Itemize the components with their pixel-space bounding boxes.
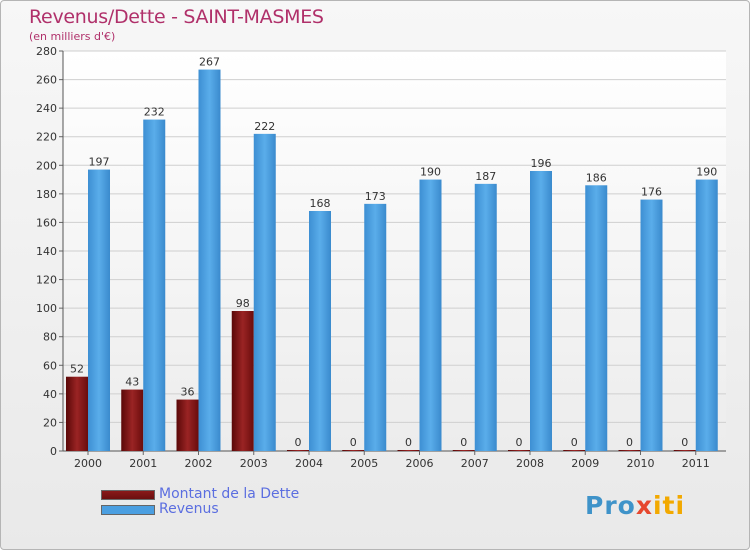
bar-revenus: [419, 179, 442, 452]
legend-swatch-dette: [101, 489, 155, 500]
legend: Montant de la Dette Revenus: [101, 487, 299, 517]
chart-title: Revenus/Dette - SAINT-MASMES: [29, 6, 324, 28]
data-label-dette: 36: [181, 386, 195, 399]
proxiti-logo: Proxiti: [585, 491, 686, 520]
data-label-revenus: 222: [254, 120, 275, 133]
data-label-dette: 0: [571, 436, 578, 449]
x-tick-label: 2005: [350, 457, 378, 470]
x-tick-label: 2003: [240, 457, 268, 470]
x-tick-label: 2000: [74, 457, 102, 470]
legend-swatch-revenus: [101, 504, 155, 515]
y-tick-label: 20: [43, 416, 57, 429]
y-tick-label: 160: [36, 216, 57, 229]
chart-subtitle: (en milliers d'€): [29, 30, 116, 43]
y-tick-label: 80: [43, 331, 57, 344]
data-label-revenus: 196: [531, 157, 552, 170]
bar-revenus: [530, 171, 552, 451]
data-label-revenus: 176: [641, 186, 662, 199]
x-tick-label: 2001: [129, 457, 157, 470]
bar-dette: [66, 376, 88, 451]
y-tick-label: 280: [36, 45, 57, 58]
data-label-revenus: 232: [144, 106, 165, 119]
data-label-revenus: 190: [696, 166, 717, 179]
data-label-dette: 0: [681, 436, 688, 449]
data-label-revenus: 190: [420, 166, 441, 179]
bar-dette: [397, 450, 420, 451]
y-tick-label: 180: [36, 188, 57, 201]
data-label-dette: 0: [460, 436, 467, 449]
bar-dette: [673, 450, 696, 451]
bar-dette: [342, 450, 365, 451]
data-label-dette: 0: [516, 436, 523, 449]
y-tick-label: 60: [43, 359, 57, 372]
bar-revenus: [585, 185, 608, 452]
bar-revenus: [309, 211, 331, 451]
x-tick-label: 2009: [571, 457, 599, 470]
x-tick-label: 2011: [682, 457, 710, 470]
legend-label-revenus: Revenus: [159, 501, 219, 517]
bar-dette: [452, 450, 475, 451]
y-tick-label: 220: [36, 131, 57, 144]
x-tick-label: 2002: [185, 457, 213, 470]
y-tick-label: 140: [36, 245, 57, 258]
data-label-revenus: 187: [475, 170, 496, 183]
y-tick-label: 40: [43, 388, 57, 401]
bar-dette: [231, 311, 254, 451]
bar-revenus: [640, 199, 663, 451]
data-label-revenus: 186: [586, 171, 607, 184]
x-tick-label: 2007: [461, 457, 489, 470]
y-tick-label: 200: [36, 159, 57, 172]
data-label-revenus: 197: [89, 156, 110, 169]
bar-revenus: [143, 119, 166, 452]
data-label-revenus: 173: [365, 190, 386, 203]
bar-revenus: [253, 133, 276, 451]
data-label-dette: 0: [405, 436, 412, 449]
y-tick-label: 240: [36, 102, 57, 115]
bar-dette: [121, 389, 144, 451]
y-tick-label: 120: [36, 274, 57, 287]
data-label-dette: 43: [125, 376, 139, 389]
data-label-dette: 98: [236, 297, 250, 310]
data-label-dette: 0: [626, 436, 633, 449]
data-label-revenus: 267: [199, 56, 220, 69]
bar-revenus: [88, 169, 110, 452]
bar-dette: [176, 399, 199, 451]
bar-dette: [618, 450, 641, 451]
data-label-dette: 0: [350, 436, 357, 449]
bar-dette: [563, 450, 586, 451]
data-label-dette: 52: [70, 363, 84, 376]
x-tick-label: 2010: [627, 457, 655, 470]
data-label-dette: 0: [295, 436, 302, 449]
x-tick-label: 2004: [295, 457, 323, 470]
legend-item-revenus: Revenus: [101, 502, 299, 517]
x-tick-label: 2008: [516, 457, 544, 470]
data-label-revenus: 168: [310, 197, 331, 210]
bar-dette: [508, 450, 530, 451]
bar-revenus: [198, 69, 221, 452]
y-tick-label: 100: [36, 302, 57, 315]
y-tick-label: 0: [50, 445, 57, 458]
bar-revenus: [474, 183, 497, 451]
legend-label-dette: Montant de la Dette: [159, 486, 300, 502]
bar-revenus: [695, 179, 718, 452]
legend-item-dette: Montant de la Dette: [101, 487, 299, 502]
bar-revenus: [364, 203, 387, 451]
y-tick-label: 260: [36, 74, 57, 87]
x-tick-label: 2006: [406, 457, 434, 470]
bar-dette: [287, 450, 309, 451]
